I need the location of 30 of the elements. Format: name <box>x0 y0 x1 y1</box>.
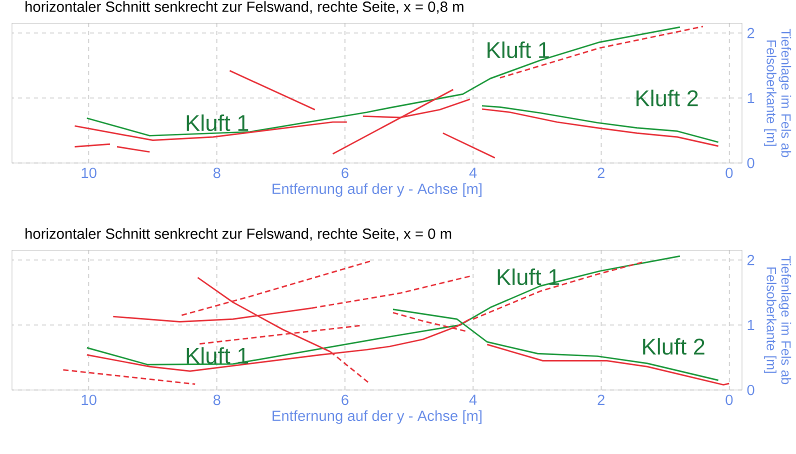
annotation: Kluft 2 <box>643 338 704 355</box>
y-axis-title: Tiefenlage im Fels ab Felsoberkante [m] <box>764 28 792 158</box>
x-axis-title: Entfernung auf der y - Achse [m] <box>272 183 482 197</box>
annotation: Kluft 1 <box>498 268 560 286</box>
x-tick-label: 2 <box>598 168 604 178</box>
x-tick-label: 6 <box>342 394 348 406</box>
y-tick-label: 1 <box>748 92 754 104</box>
chart-title: horizontaler Schnitt senkrecht zur Felswand, rechte Seite, x = 0 m <box>26 228 452 241</box>
x-tick-label: 0 <box>726 394 733 406</box>
chart-title: horizontaler Schnitt senkrecht zur Felswand, rechte Seite, x = 0,8 m <box>26 1 464 14</box>
x-tick-label: 8 <box>213 168 220 178</box>
y-axis-title: Tiefenlage im Fels ab Felsoberkante [m] <box>764 256 792 384</box>
annotation: Kluft 1 <box>186 114 248 132</box>
x-axis-title: Entfernung auf der y - Achse [m] <box>272 410 482 424</box>
x-tick-label: 4 <box>469 394 477 405</box>
y-tick-label: 2 <box>747 28 754 38</box>
y-tick-label: 2 <box>747 254 754 266</box>
x-tick-label: 2 <box>598 394 604 405</box>
y-tick-label: 1 <box>748 320 754 330</box>
annotation: Kluft 1 <box>488 41 549 58</box>
x-tick-label: 10 <box>82 394 96 406</box>
x-tick-label: 6 <box>342 168 348 178</box>
y-tick-label: 0 <box>747 384 754 396</box>
y-tick-label: 0 <box>747 158 754 168</box>
x-tick-label: 8 <box>213 394 220 406</box>
annotation: Kluft 2 <box>636 90 698 106</box>
x-tick-label: 10 <box>82 168 96 178</box>
x-tick-label: 4 <box>469 168 477 178</box>
x-tick-label: 0 <box>726 168 733 178</box>
annotation: Kluft 1 <box>186 347 248 364</box>
